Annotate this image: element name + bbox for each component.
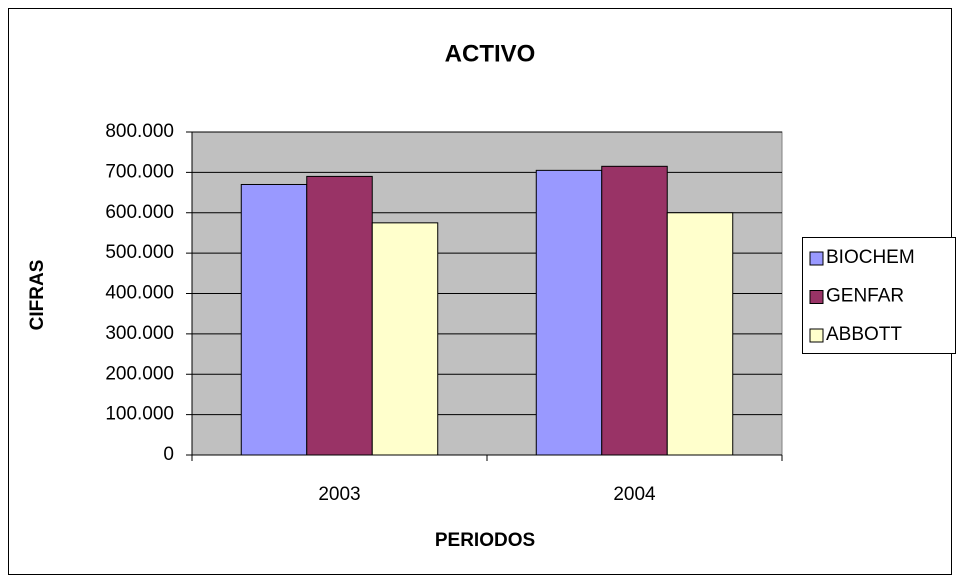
y-tick-label: 100.000 [105, 404, 174, 425]
y-tick-label: 800.000 [105, 121, 174, 142]
bar [666, 212, 734, 456]
bar [535, 169, 603, 456]
legend-box [802, 237, 956, 354]
legend-label: ABBOTT [826, 324, 902, 345]
legend-label: GENFAR [826, 286, 904, 307]
bar [240, 183, 308, 456]
legend-swatch [809, 251, 824, 266]
y-tick-label: 200.000 [105, 363, 174, 384]
bar [306, 175, 373, 456]
x-axis-label: PERIODOS [435, 530, 535, 551]
bar [371, 222, 439, 456]
bar [601, 165, 668, 456]
legend-swatch [809, 290, 824, 304]
y-axis-label: CIFRAS [27, 260, 48, 331]
legend-swatch [809, 328, 824, 343]
x-tick-label: 2004 [613, 484, 656, 505]
y-tick-label: 700.000 [105, 161, 174, 182]
y-tick-label: 300.000 [105, 323, 174, 344]
y-tick-label: 500.000 [105, 242, 174, 263]
y-tick-label: 0 [163, 444, 174, 465]
y-tick-label: 600.000 [105, 202, 174, 223]
x-tick-label: 2003 [318, 484, 360, 505]
y-tick-label: 400.000 [105, 283, 174, 304]
legend-label: BIOCHEM [826, 247, 915, 268]
chart-title: ACTIVO [445, 40, 536, 67]
